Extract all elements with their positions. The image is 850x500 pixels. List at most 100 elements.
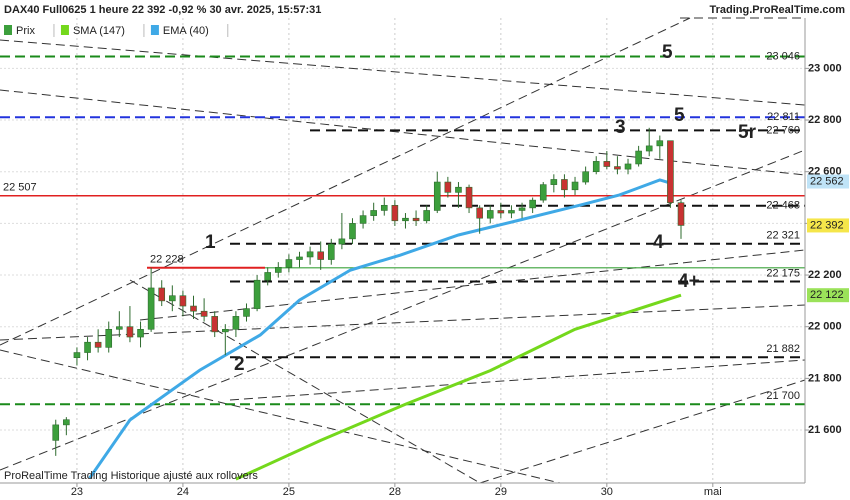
candle-body (243, 308, 250, 317)
candle-body (274, 266, 282, 273)
candle-body (550, 179, 558, 185)
candle-body (338, 238, 346, 245)
y-tick-label: 22 200 (808, 269, 842, 281)
candle-body (253, 279, 261, 309)
candle-body (264, 272, 271, 281)
candle-body (603, 161, 611, 167)
level-label: 21 700 (766, 390, 800, 402)
candle-body (391, 204, 399, 222)
level-label: 22 321 (766, 230, 800, 242)
trendline (229, 359, 806, 401)
candle-body (211, 316, 219, 333)
x-tick-label: 29 (495, 486, 507, 498)
candle-body (94, 341, 102, 348)
trendline (0, 349, 561, 484)
candle-body (645, 145, 653, 152)
candle-body (190, 305, 197, 312)
candle-body (105, 328, 113, 348)
candle-body (667, 140, 674, 204)
candle-body (306, 251, 314, 258)
candle-body (635, 150, 642, 165)
candle-body (497, 210, 505, 214)
candle-body (52, 424, 60, 441)
trendline (0, 17, 691, 346)
candle-body (614, 166, 621, 170)
level-label: 22 468 (766, 200, 800, 212)
candle-body (158, 287, 166, 302)
candle-body (571, 181, 579, 191)
annotation: 5 (662, 42, 673, 63)
candle-body (349, 223, 356, 240)
x-tick-label: 23 (71, 486, 83, 498)
candle-body (433, 181, 441, 211)
annotation: 4 (653, 232, 664, 253)
price-tag (807, 218, 849, 233)
legend-swatch (4, 25, 12, 35)
candle-body (147, 287, 155, 330)
y-tick-label: 21 800 (808, 372, 842, 384)
candle-body (137, 328, 144, 338)
candle-body (518, 207, 526, 211)
candle-body (561, 179, 568, 191)
candle-body (508, 210, 515, 214)
legend-label: EMA (40) (163, 25, 209, 37)
x-tick-label: 24 (177, 486, 189, 498)
trendline (0, 39, 806, 106)
annotation: 3 (615, 117, 626, 138)
candle-body (592, 161, 600, 173)
candle-body (317, 251, 324, 260)
candle-body (84, 341, 91, 353)
chart-title: DAX40 Full0625 1 heure 22 392 -0,92 % 30… (4, 4, 321, 16)
price-tag-label: 22 392 (810, 219, 844, 231)
candle-body (63, 419, 70, 426)
candle-body (582, 171, 589, 183)
candle-body (370, 210, 377, 216)
price-tag (807, 174, 849, 189)
trendline (0, 304, 806, 341)
candle-body (529, 199, 536, 209)
level-label: 23 046 (766, 50, 800, 62)
candle-body (486, 210, 494, 219)
candle-body (169, 295, 176, 302)
level-label: 22 760 (766, 124, 800, 136)
candle-body (116, 326, 123, 330)
trendline (479, 379, 806, 484)
price-tag-label: 22 122 (810, 289, 844, 301)
annotation: 2 (234, 354, 245, 375)
price-tag-label: 22 562 (810, 175, 844, 187)
y-tick-label: 22 800 (808, 114, 842, 126)
x-tick-label: 25 (283, 486, 295, 498)
annotation: 1 (205, 232, 216, 253)
legend-swatch (150, 25, 159, 35)
legend-swatch (60, 25, 69, 35)
y-tick-label: 21 600 (808, 424, 842, 436)
candle-body (285, 259, 293, 268)
legend-label: Prix (16, 25, 35, 37)
candle-body (624, 163, 632, 170)
x-tick-label: mai (704, 486, 722, 498)
candle-body (656, 140, 664, 147)
source: Trading.ProRealTime.com (709, 4, 845, 16)
level-label: 22 507 (3, 182, 37, 194)
candle-body (455, 186, 462, 193)
candle-body (359, 215, 367, 224)
level-label: 22 811 (767, 111, 800, 123)
candle-body (73, 352, 81, 359)
footer: ProRealTime Trading Historique ajusté au… (4, 470, 258, 482)
candle-body (423, 210, 430, 222)
legend-label: SMA (147) (73, 25, 125, 37)
candle-body (222, 328, 229, 333)
candle-body (412, 217, 420, 222)
ma-line (88, 178, 671, 479)
candle-body (200, 310, 208, 317)
candle-body (539, 184, 547, 201)
x-tick-label: 28 (389, 486, 401, 498)
candle-body (296, 256, 303, 260)
candle-body (380, 204, 388, 211)
level-label: 22 175 (766, 267, 800, 279)
candle-body (677, 202, 685, 226)
candle-body (126, 326, 134, 338)
